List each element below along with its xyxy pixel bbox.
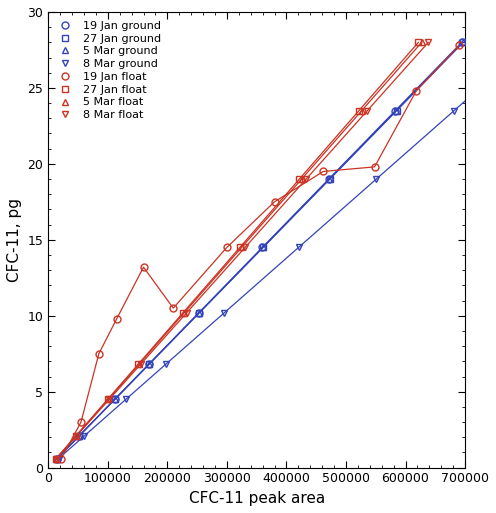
19 Jan float [413,88,419,94]
8 Mar ground [221,310,227,316]
19 Jan ground [326,176,332,182]
Line: 5 Mar ground: 5 Mar ground [54,39,466,462]
5 Mar ground [54,456,60,462]
8 Mar float [74,432,80,439]
19 Jan ground [259,244,265,250]
27 Jan float [297,176,303,182]
19 Jan ground [146,361,152,367]
27 Jan float [53,456,59,462]
27 Jan ground [460,40,466,46]
8 Mar float [426,40,432,46]
19 Jan float [59,456,64,462]
19 Jan float [96,351,102,357]
19 Jan float [456,42,462,48]
Line: 27 Jan ground: 27 Jan ground [54,39,467,462]
Line: 8 Mar float: 8 Mar float [53,39,432,462]
8 Mar ground [56,456,62,462]
8 Mar ground [296,244,302,250]
5 Mar float [359,108,365,114]
19 Jan ground [392,108,398,114]
19 Jan ground [196,310,202,316]
27 Jan float [356,108,362,114]
27 Jan ground [327,176,333,182]
5 Mar float [299,176,305,182]
27 Jan float [135,361,141,367]
5 Mar float [73,432,79,439]
8 Mar ground [81,432,87,439]
27 Jan ground [112,396,118,402]
Line: 5 Mar float: 5 Mar float [53,39,425,462]
19 Jan float [271,199,277,205]
27 Jan float [237,244,243,250]
8 Mar float [184,310,189,316]
19 Jan float [170,305,176,311]
8 Mar float [106,396,112,402]
27 Jan ground [260,244,266,250]
8 Mar ground [163,361,169,367]
27 Jan float [105,396,111,402]
8 Mar ground [451,108,457,114]
Line: 19 Jan float: 19 Jan float [58,42,463,462]
19 Jan float [320,168,326,174]
27 Jan ground [196,310,202,316]
Y-axis label: CFC-11, pg: CFC-11, pg [7,198,22,282]
Legend: 19 Jan ground, 27 Jan ground, 5 Mar ground, 8 Mar ground, 19 Jan float, 27 Jan f: 19 Jan ground, 27 Jan ground, 5 Mar grou… [54,17,164,124]
19 Jan float [78,419,84,425]
27 Jan ground [394,108,400,114]
27 Jan float [73,432,79,439]
27 Jan float [180,310,186,316]
8 Mar float [303,176,309,182]
19 Jan float [114,315,120,322]
5 Mar float [53,456,59,462]
5 Mar float [239,244,245,250]
5 Mar ground [76,432,82,439]
Line: 27 Jan float: 27 Jan float [53,39,422,462]
19 Jan ground [112,396,118,402]
5 Mar ground [146,361,152,367]
8 Mar ground [123,396,129,402]
27 Jan ground [54,456,60,462]
X-axis label: CFC-11 peak area: CFC-11 peak area [188,491,325,506]
5 Mar float [105,396,111,402]
8 Mar float [364,108,370,114]
27 Jan float [415,40,421,46]
5 Mar ground [393,108,399,114]
19 Jan float [224,244,230,250]
8 Mar float [54,456,60,462]
5 Mar ground [196,310,202,316]
5 Mar float [419,40,425,46]
Line: 19 Jan ground: 19 Jan ground [54,39,465,462]
5 Mar float [136,361,142,367]
19 Jan float [140,264,146,270]
5 Mar ground [460,40,466,46]
27 Jan ground [76,432,82,439]
19 Jan ground [54,456,60,462]
19 Jan ground [76,432,82,439]
5 Mar ground [326,176,332,182]
19 Jan ground [459,40,465,46]
5 Mar float [182,310,187,316]
8 Mar ground [373,176,379,182]
8 Mar float [137,361,143,367]
8 Mar float [242,244,248,250]
5 Mar ground [260,244,266,250]
27 Jan ground [146,361,152,367]
19 Jan float [372,164,377,170]
Line: 8 Mar ground: 8 Mar ground [55,39,496,462]
5 Mar ground [112,396,118,402]
